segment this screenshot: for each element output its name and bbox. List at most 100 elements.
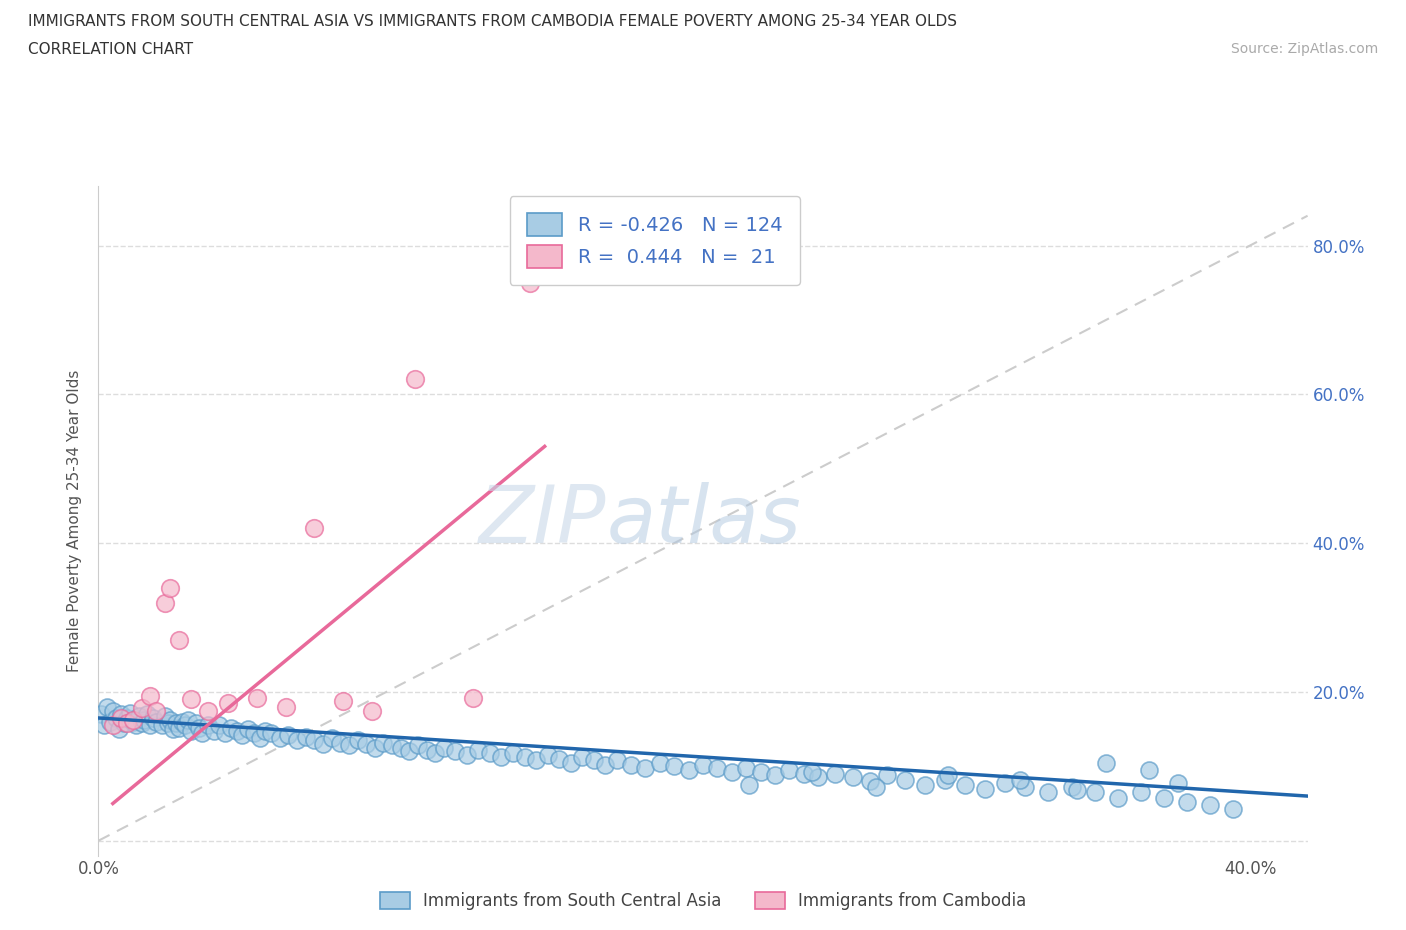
Point bbox=[134, 712, 156, 727]
Point bbox=[373, 735, 395, 750]
Point bbox=[1038, 785, 1060, 800]
Point bbox=[1153, 790, 1175, 805]
Point bbox=[312, 737, 335, 751]
Point bbox=[749, 764, 772, 779]
Point bbox=[914, 777, 936, 792]
Text: atlas: atlas bbox=[606, 482, 801, 560]
Point bbox=[893, 772, 915, 787]
Point bbox=[167, 720, 190, 735]
Point bbox=[115, 716, 138, 731]
Point bbox=[606, 753, 628, 768]
Point bbox=[180, 692, 202, 707]
Point bbox=[467, 742, 489, 757]
Point bbox=[706, 761, 728, 776]
Point bbox=[364, 740, 387, 755]
Point bbox=[1095, 755, 1118, 770]
Point bbox=[763, 768, 786, 783]
Point bbox=[101, 703, 124, 718]
Point bbox=[778, 763, 800, 777]
Point bbox=[620, 757, 643, 772]
Point bbox=[145, 714, 167, 729]
Point bbox=[254, 724, 277, 738]
Point bbox=[524, 753, 547, 768]
Point bbox=[456, 748, 478, 763]
Y-axis label: Female Poverty Among 25-34 Year Olds: Female Poverty Among 25-34 Year Olds bbox=[67, 369, 83, 672]
Point bbox=[936, 768, 959, 783]
Text: CORRELATION CHART: CORRELATION CHART bbox=[28, 42, 193, 57]
Point bbox=[332, 694, 354, 709]
Point bbox=[1175, 794, 1198, 809]
Point bbox=[841, 770, 863, 785]
Point bbox=[1129, 785, 1152, 800]
Point bbox=[1008, 772, 1031, 787]
Point bbox=[260, 725, 283, 740]
Point bbox=[1222, 802, 1244, 817]
Legend: R = -0.426   N = 124, R =  0.444   N =  21: R = -0.426 N = 124, R = 0.444 N = 21 bbox=[509, 195, 800, 286]
Point bbox=[156, 716, 179, 731]
Point bbox=[93, 718, 115, 733]
Point bbox=[139, 718, 162, 733]
Point bbox=[678, 763, 700, 777]
Point bbox=[236, 722, 259, 737]
Point bbox=[859, 774, 882, 789]
Point bbox=[159, 712, 181, 727]
Point bbox=[197, 718, 219, 733]
Point bbox=[974, 781, 997, 796]
Point bbox=[304, 521, 326, 536]
Point bbox=[188, 720, 211, 735]
Point bbox=[150, 718, 173, 733]
Point bbox=[131, 701, 153, 716]
Point bbox=[125, 718, 148, 733]
Point bbox=[191, 725, 214, 740]
Point bbox=[865, 779, 887, 794]
Point bbox=[277, 727, 299, 742]
Point bbox=[139, 688, 162, 703]
Point bbox=[110, 707, 132, 722]
Point bbox=[231, 727, 253, 742]
Point bbox=[219, 720, 242, 735]
Point bbox=[461, 690, 484, 705]
Point bbox=[571, 750, 593, 764]
Point bbox=[406, 738, 429, 753]
Point bbox=[1066, 783, 1088, 798]
Point bbox=[793, 766, 815, 781]
Point bbox=[720, 764, 742, 779]
Point bbox=[294, 729, 316, 744]
Point bbox=[593, 757, 616, 772]
Point bbox=[321, 731, 343, 746]
Point bbox=[274, 699, 297, 714]
Point bbox=[208, 718, 231, 733]
Point bbox=[994, 776, 1017, 790]
Point bbox=[180, 724, 202, 738]
Point bbox=[90, 707, 112, 722]
Point bbox=[478, 746, 501, 761]
Point bbox=[145, 703, 167, 718]
Point bbox=[491, 750, 513, 764]
Text: IMMIGRANTS FROM SOUTH CENTRAL ASIA VS IMMIGRANTS FROM CAMBODIA FEMALE POVERTY AM: IMMIGRANTS FROM SOUTH CENTRAL ASIA VS IM… bbox=[28, 14, 957, 29]
Point bbox=[519, 275, 541, 290]
Point bbox=[354, 737, 377, 751]
Point bbox=[285, 733, 308, 748]
Point bbox=[398, 744, 420, 759]
Point bbox=[648, 755, 671, 770]
Point bbox=[98, 714, 121, 729]
Point bbox=[502, 746, 524, 761]
Point bbox=[304, 733, 326, 748]
Point bbox=[249, 731, 271, 746]
Point bbox=[104, 711, 127, 725]
Point bbox=[1014, 779, 1036, 794]
Point bbox=[807, 770, 830, 785]
Point bbox=[186, 716, 208, 731]
Text: ZIP: ZIP bbox=[479, 482, 606, 560]
Point bbox=[243, 725, 266, 740]
Point bbox=[337, 738, 360, 753]
Point bbox=[246, 690, 269, 705]
Point bbox=[170, 714, 193, 729]
Point bbox=[634, 761, 657, 776]
Text: Source: ZipAtlas.com: Source: ZipAtlas.com bbox=[1230, 42, 1378, 56]
Point bbox=[934, 772, 956, 787]
Point bbox=[167, 632, 190, 647]
Point bbox=[225, 724, 247, 738]
Point bbox=[131, 716, 153, 731]
Point bbox=[165, 716, 187, 731]
